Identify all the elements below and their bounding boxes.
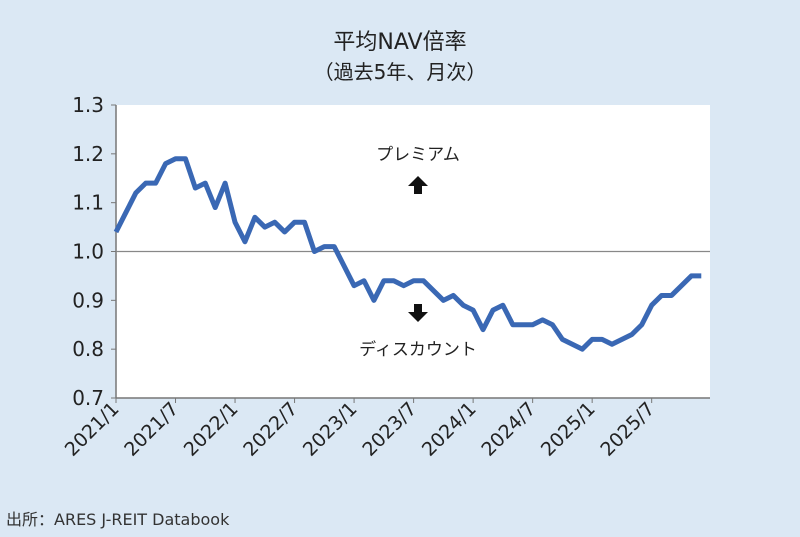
x-tick-label: 2025/7 [596,398,659,461]
y-tick-label: 1.3 [72,93,104,117]
x-tick-label: 2024/7 [477,398,540,461]
y-tick-label: 0.7 [72,386,104,410]
discount-label: ディスカウント [359,339,477,360]
series-line [113,156,702,352]
y-tick-label: 1.0 [72,240,104,264]
chart-title: 平均NAV倍率 [333,30,467,55]
chart-subtitle: （過去5年、月次） [313,60,487,84]
y-tick-label: 0.9 [72,288,104,312]
x-tick-label: 2023/7 [358,398,421,461]
x-tick-label: 2022/1 [180,398,243,461]
x-tick-label: 2023/1 [299,398,362,461]
premium-label: プレミアム [376,145,460,165]
x-tick-label: 2024/1 [418,398,481,461]
source-note: 出所：ARES J-REIT Databook [6,510,230,529]
arrow-down-icon [408,304,428,322]
arrow-up-icon [408,176,428,194]
y-tick-label: 0.8 [72,337,104,361]
y-tick-label: 1.2 [72,142,104,166]
x-tick-label: 2022/7 [239,398,302,461]
x-tick-label: 2021/7 [120,398,183,461]
x-tick-label: 2025/1 [537,398,600,461]
y-tick-label: 1.1 [72,191,104,215]
